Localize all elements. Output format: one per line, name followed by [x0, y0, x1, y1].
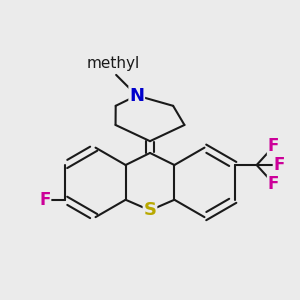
Text: F: F	[273, 156, 284, 174]
Text: F: F	[267, 137, 278, 155]
Text: N: N	[129, 86, 144, 104]
Text: F: F	[267, 175, 278, 193]
Text: F: F	[39, 191, 50, 209]
Text: S: S	[143, 201, 157, 219]
Text: methyl: methyl	[87, 56, 140, 70]
